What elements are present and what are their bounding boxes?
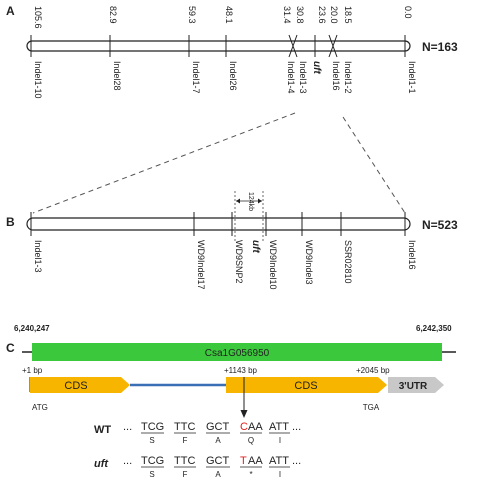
panel-a-markers: Indel1-10 Indel28 Indel1-7 Indel26 Indel…: [33, 61, 417, 99]
zoom-lines: [32, 112, 406, 214]
cds-exon-2: [226, 377, 387, 393]
cds-label-1: CDS: [64, 380, 87, 392]
cds-label-2: CDS: [294, 380, 317, 392]
pos-plus-1143: +1143 bp: [224, 366, 258, 375]
marker-wd9indel10: WD9Indel10: [268, 240, 278, 290]
marker-indel1-2: Indel1-2: [343, 61, 353, 94]
panel-b-interval: 124kb: [234, 191, 264, 242]
pos-0-0: 0.0: [403, 6, 413, 19]
panel-b-ticks: [30, 212, 406, 236]
uft-sequence: uft ... TCG TTC GCT T AA ATT ...: [94, 455, 301, 470]
mutation-arrowhead: [240, 410, 248, 418]
uft-codon-5: ATT: [269, 455, 289, 467]
marker-wd9snp2: WD9SNP2: [234, 240, 244, 284]
interval-124kb: 124kb: [247, 192, 254, 211]
pos-30-8: 30.8: [295, 6, 305, 24]
pos-105-6: 105.6: [33, 6, 43, 29]
wt-aa-2: F: [183, 436, 188, 445]
tga-label: TGA: [363, 403, 380, 412]
wt-codon-2: TTC: [174, 421, 195, 433]
panel-a-ticks: [30, 34, 406, 58]
uft-mutated-base: T: [240, 455, 247, 467]
wt-label: WT: [94, 424, 111, 436]
uft-label: uft: [94, 458, 109, 470]
wt-dots-left: ...: [123, 421, 132, 433]
marker-indel1-1: Indel1-1: [407, 61, 417, 94]
panel-a-letter: A: [6, 4, 15, 18]
uft-dots-right: ...: [292, 455, 301, 467]
uft-aa-1: S: [149, 470, 154, 479]
marker-indel1-10: Indel1-10: [33, 61, 43, 99]
pos-plus-1: +1 bp: [22, 366, 43, 375]
coord-right: 6,242,350: [416, 324, 452, 333]
wt-aa-3: A: [215, 436, 221, 445]
uft-amino-acids: S F A * I: [149, 470, 281, 479]
panel-c-letter: C: [6, 341, 15, 355]
wt-codon-3: GCT: [206, 421, 230, 433]
atg-label: ATG: [32, 403, 48, 412]
gene-id: Csa1G056950: [205, 348, 270, 359]
wt-aa-5: I: [279, 436, 281, 445]
wt-codon-4-rest: AA: [248, 421, 263, 433]
uft-dots-left: ...: [123, 455, 132, 467]
panel-a-n: N=163: [422, 40, 458, 54]
pos-48-1: 48.1: [224, 6, 234, 24]
marker-indel26: Indel26: [228, 61, 238, 91]
chromosome-bar-a: [26, 40, 411, 52]
utr-label: 3'UTR: [399, 381, 428, 392]
chromosome-bar-b: [26, 217, 411, 231]
marker-b-indel16: Indel16: [407, 240, 417, 270]
marker-indel1-3: Indel1-3: [298, 61, 308, 94]
uft-aa-3: A: [215, 470, 221, 479]
panel-b-letter: B: [6, 215, 15, 229]
uft-aa-2: F: [183, 470, 188, 479]
uft-codon-2: TTC: [174, 455, 195, 467]
wt-sequence: WT ... TCG TTC GCT C AA ATT ...: [94, 421, 301, 436]
uft-codon-1: TCG: [141, 455, 164, 467]
panel-b-markers: Indel1-3 WD9Indel17 WD9SNP2 WD9Indel10 W…: [33, 240, 417, 290]
wt-aa-4: Q: [248, 436, 254, 445]
marker-indel1-4: Indel1-4: [286, 61, 296, 94]
cds-exon-1: [30, 377, 130, 393]
uft-codon-3: GCT: [206, 455, 230, 467]
pos-18-5: 18.5: [343, 6, 353, 24]
wt-amino-acids: S F A Q I: [149, 436, 281, 445]
panel-a-positions: 105.6 82.9 59.3 48.1 31.4 30.8 23.6 20.0…: [33, 6, 413, 29]
marker-indel28: Indel28: [112, 61, 122, 91]
marker-ssr02810: SSR02810: [343, 240, 353, 284]
marker-wd9indel3: WD9Indel3: [304, 240, 314, 285]
gene-bar: [32, 343, 442, 361]
wt-codon-5: ATT: [269, 421, 289, 433]
marker-b-indel1-3: Indel1-3: [33, 240, 43, 273]
marker-indel1-7: Indel1-7: [191, 61, 201, 94]
pos-23-6: 23.6: [317, 6, 327, 24]
wt-dots-right: ...: [292, 421, 301, 433]
pos-20-0: 20.0: [329, 6, 339, 24]
wt-mutated-base: C: [240, 421, 248, 433]
uft-locus-b: uft: [250, 240, 261, 253]
panel-b-n: N=523: [422, 218, 458, 232]
uft-aa-4-stop: *: [249, 470, 252, 479]
marker-wd9indel17: WD9Indel17: [196, 240, 206, 290]
pos-plus-2045: +2045 bp: [356, 366, 390, 375]
pos-82-9: 82.9: [108, 6, 118, 24]
uft-codon-4-rest: AA: [248, 455, 263, 467]
uft-locus-a: uft: [311, 61, 322, 74]
uft-aa-5: I: [279, 470, 281, 479]
wt-aa-1: S: [149, 436, 154, 445]
pos-59-3: 59.3: [187, 6, 197, 24]
coord-left: 6,240,247: [14, 324, 50, 333]
pos-31-4: 31.4: [282, 6, 292, 24]
wt-codon-1: TCG: [141, 421, 164, 433]
utr-3prime: [388, 377, 444, 393]
marker-indel16: Indel16: [331, 61, 341, 91]
